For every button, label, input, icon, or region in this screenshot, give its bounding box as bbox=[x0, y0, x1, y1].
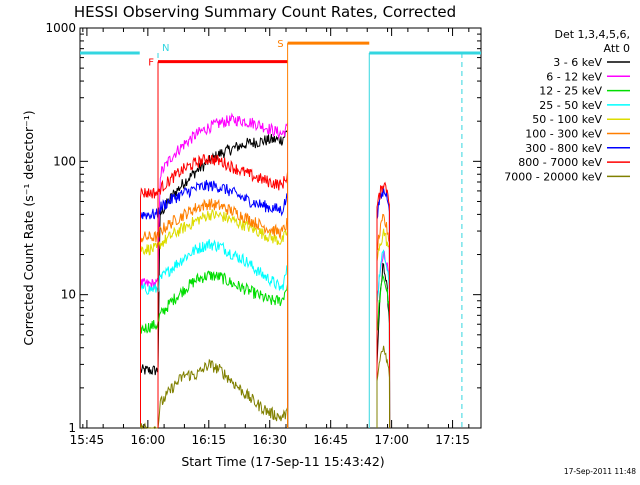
series-line bbox=[140, 179, 289, 429]
legend-label: 100 - 300 keV bbox=[525, 128, 602, 141]
x-tick-label: 17:00 bbox=[374, 433, 409, 447]
chart-title: HESSI Observing Summary Count Rates, Cor… bbox=[74, 3, 456, 21]
x-tick-label: 16:30 bbox=[252, 433, 287, 447]
series-line bbox=[376, 345, 391, 429]
x-tick-label: 16:15 bbox=[191, 433, 226, 447]
legend-label: 6 - 12 keV bbox=[546, 70, 602, 83]
y-tick-label: 1000 bbox=[45, 21, 76, 35]
legend-header: Det 1,3,4,5,6, bbox=[554, 28, 630, 41]
mode-markers: NF S bbox=[148, 39, 463, 428]
axes: 15:45 16:00 16:15 16:30 16:45 17:00 17:15 1 10 10… bbox=[45, 21, 481, 447]
plot-frame bbox=[79, 27, 482, 429]
series-lines bbox=[140, 112, 391, 430]
series-line bbox=[140, 198, 289, 429]
series-line bbox=[140, 208, 289, 429]
legend-label: 12 - 25 keV bbox=[539, 85, 602, 98]
legend-label: 300 - 800 keV bbox=[525, 142, 602, 155]
legend-label: 7000 - 20000 keV bbox=[504, 170, 602, 183]
x-tick-label: 16:00 bbox=[131, 433, 166, 447]
series-line bbox=[140, 358, 289, 430]
series-line bbox=[376, 181, 391, 429]
legend-header: Att 0 bbox=[604, 42, 630, 55]
series-line bbox=[140, 154, 289, 429]
y-tick-label: 1 bbox=[68, 421, 76, 435]
mode-label: S bbox=[277, 39, 283, 50]
legend-label: 50 - 100 keV bbox=[532, 113, 602, 126]
mode-label: F bbox=[148, 58, 154, 69]
series-line bbox=[140, 270, 289, 429]
footer-date: 17-Sep-2011 11:48 bbox=[564, 467, 636, 476]
x-tick-label: 15:45 bbox=[70, 433, 105, 447]
legend-label: 800 - 7000 keV bbox=[518, 156, 602, 169]
x-axis-label: Start Time (17-Sep-11 15:43:42) bbox=[181, 454, 384, 469]
series-line bbox=[140, 112, 289, 429]
y-tick-label: 100 bbox=[53, 154, 76, 168]
y-tick-label: 10 bbox=[61, 288, 76, 302]
series-line bbox=[140, 130, 289, 429]
series-line bbox=[376, 228, 391, 429]
legend-label: 25 - 50 keV bbox=[539, 99, 602, 112]
mode-label: N bbox=[162, 43, 169, 54]
y-axis-label: Corrected Count Rate (s⁻¹ detector⁻¹) bbox=[21, 110, 36, 345]
series-line bbox=[376, 213, 391, 429]
series-line bbox=[140, 239, 289, 429]
legend-label: 3 - 6 keV bbox=[553, 56, 602, 69]
series-line bbox=[376, 188, 391, 429]
x-tick-label: 16:45 bbox=[313, 433, 348, 447]
series-line bbox=[376, 274, 391, 429]
x-tick-label: 17:15 bbox=[435, 433, 470, 447]
series-line bbox=[376, 249, 391, 429]
